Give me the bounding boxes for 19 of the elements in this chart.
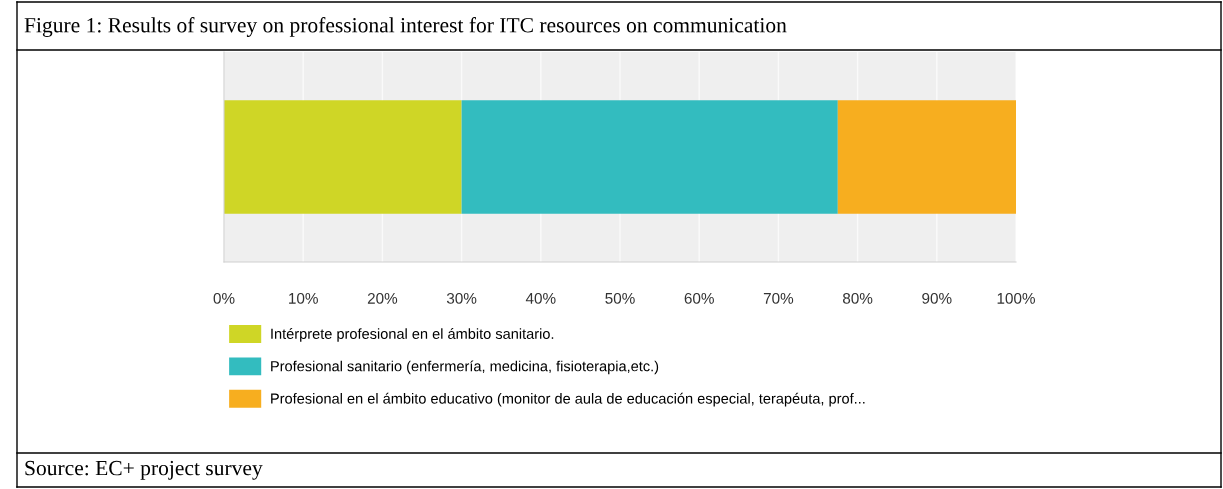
- x-tick-label: 70%: [763, 292, 794, 304]
- legend-label: Profesional en el ámbito educativo (monitor de aula de educación especial, terapéuta, prof...: [271, 392, 865, 407]
- x-tick-label: 10%: [289, 292, 318, 304]
- x-tick-label: 20%: [367, 292, 398, 304]
- x-tick-label: 80%: [842, 292, 873, 304]
- x-tick-label: 60%: [684, 292, 714, 304]
- x-tick-label: 0%: [213, 292, 235, 304]
- chart-title: Figure 1: Results of survey on professional interest for ITC resources on communication: [24, 17, 787, 37]
- bar: [224, 100, 462, 214]
- legend-label: Intérprete profesional en el ámbito sanitario.: [271, 328, 554, 342]
- x-tick-label: 90%: [922, 292, 952, 304]
- x-tick-label: 100%: [997, 292, 1035, 304]
- bar: [461, 100, 838, 214]
- x-tick-label: 40%: [525, 292, 556, 304]
- source-note: Source: EC+ project survey: [25, 460, 263, 480]
- x-tick-label: 50%: [605, 292, 635, 304]
- bar: [837, 100, 1016, 214]
- x-tick-label: 30%: [446, 292, 477, 304]
- legend-label: Profesional sanitario (enfermería, medicina, fisioterapia,etc.): [271, 360, 659, 375]
